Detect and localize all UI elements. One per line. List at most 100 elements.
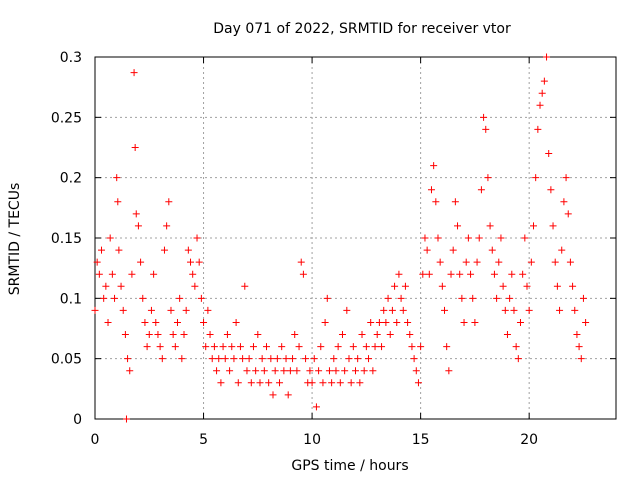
data-point	[195, 258, 203, 266]
data-point	[247, 379, 255, 387]
data-point	[284, 391, 292, 399]
data-point	[564, 210, 572, 218]
data-point	[490, 270, 498, 278]
data-point	[501, 306, 509, 314]
x-tick-label: 20	[520, 432, 538, 448]
data-point	[269, 391, 277, 399]
data-point	[276, 379, 284, 387]
data-point	[221, 355, 229, 363]
data-point	[302, 355, 310, 363]
data-point	[117, 282, 125, 290]
data-point	[551, 258, 559, 266]
data-point	[538, 89, 546, 97]
data-point	[391, 282, 399, 290]
data-point	[338, 331, 346, 339]
data-point	[265, 379, 273, 387]
x-tick-label: 5	[199, 432, 208, 448]
data-points	[91, 53, 590, 423]
data-point	[560, 198, 568, 206]
data-point	[493, 294, 501, 302]
data-point	[249, 343, 257, 351]
data-point	[293, 367, 301, 375]
data-point	[132, 210, 140, 218]
data-point	[380, 306, 388, 314]
data-point	[154, 331, 162, 339]
data-point	[182, 306, 190, 314]
data-point	[176, 294, 184, 302]
data-point	[171, 343, 179, 351]
data-point	[540, 77, 548, 85]
data-point	[569, 282, 577, 290]
data-point	[412, 367, 420, 375]
data-point	[124, 355, 132, 363]
data-point	[352, 367, 359, 375]
data-point	[423, 246, 431, 254]
data-point	[558, 246, 566, 254]
data-point	[447, 270, 455, 278]
data-point	[98, 246, 106, 254]
data-point	[369, 367, 377, 375]
data-point	[395, 270, 403, 278]
data-point	[462, 258, 470, 266]
data-point	[573, 331, 581, 339]
data-point	[167, 306, 175, 314]
data-point	[566, 258, 574, 266]
data-point	[215, 355, 223, 363]
data-point	[299, 270, 307, 278]
y-tick-label: 0.1	[60, 291, 82, 307]
data-point	[156, 343, 164, 351]
data-point	[527, 258, 535, 266]
data-point	[223, 331, 231, 339]
data-point	[210, 343, 218, 351]
data-point	[254, 331, 262, 339]
data-point	[562, 174, 570, 182]
data-point	[523, 282, 531, 290]
data-point	[208, 355, 216, 363]
data-point	[484, 174, 492, 182]
data-point	[519, 270, 527, 278]
data-point	[495, 258, 503, 266]
data-point	[256, 379, 264, 387]
y-tick-label: 0.3	[60, 50, 82, 66]
data-point	[449, 246, 457, 254]
data-point	[543, 53, 551, 61]
data-point	[354, 355, 362, 363]
data-point	[475, 234, 483, 242]
data-point	[202, 343, 210, 351]
data-point	[152, 318, 160, 326]
data-point	[204, 306, 212, 314]
grid-layer	[95, 56, 616, 419]
data-point	[139, 294, 147, 302]
data-point	[464, 234, 472, 242]
data-point	[317, 343, 325, 351]
data-point	[130, 69, 138, 77]
data-point	[356, 379, 364, 387]
data-point	[191, 282, 199, 290]
data-point	[260, 367, 268, 375]
data-point	[432, 198, 440, 206]
data-point	[373, 331, 381, 339]
data-point	[360, 367, 368, 375]
data-point	[147, 306, 155, 314]
data-point	[341, 367, 349, 375]
data-point	[508, 270, 516, 278]
data-point	[371, 343, 379, 351]
data-point	[321, 318, 329, 326]
data-point	[417, 343, 425, 351]
y-axis-label: SRMTID / TECUs	[7, 183, 23, 296]
data-point	[419, 270, 427, 278]
data-point	[414, 379, 422, 387]
data-point	[206, 331, 214, 339]
data-point	[145, 331, 153, 339]
data-point	[545, 150, 553, 158]
data-point	[173, 318, 181, 326]
data-point	[234, 379, 242, 387]
data-point	[477, 186, 485, 194]
data-point	[122, 415, 130, 423]
data-point	[480, 113, 488, 121]
data-point	[549, 222, 557, 230]
data-point	[441, 306, 449, 314]
chart-title: Day 071 of 2022, SRMTID for receiver vto…	[213, 21, 511, 37]
data-point	[306, 367, 314, 375]
data-point	[473, 258, 481, 266]
